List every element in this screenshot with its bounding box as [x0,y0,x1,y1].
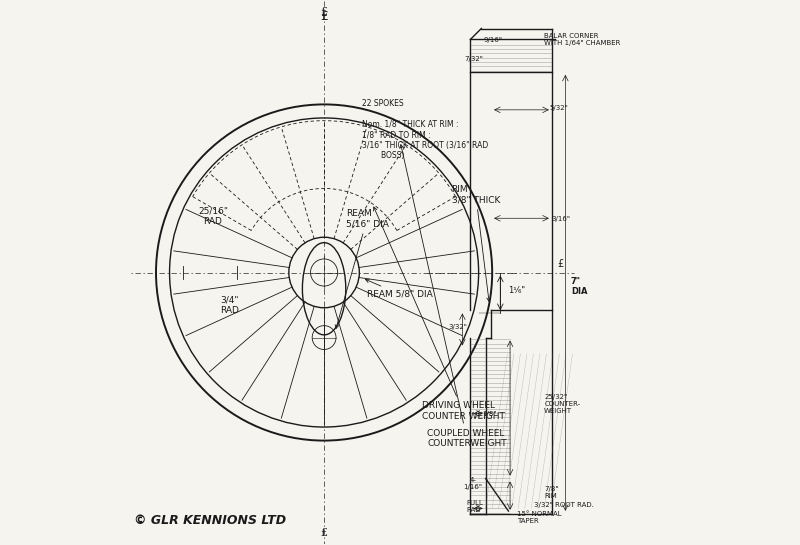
Text: 15° NORMAL
TAPER: 15° NORMAL TAPER [517,511,562,524]
Text: REAM
5/16" DIA: REAM 5/16" DIA [335,209,389,329]
Text: 3/32": 3/32" [449,324,467,330]
Text: 25/32"
COUNTER-
WEIGHT: 25/32" COUNTER- WEIGHT [544,395,580,415]
Text: 1/8": 1/8" [482,411,497,417]
Text: FULL
RAD: FULL RAD [466,500,483,513]
Text: 7"
DIA: 7" DIA [570,277,587,296]
Text: £: £ [321,528,327,538]
Text: 7/32": 7/32" [465,56,484,62]
Text: 5/32": 5/32" [549,105,568,111]
Text: 22 SPOKES

Nom. 1/8" THICK AT RIM :
1/8" RAD TO RIM :
3/16" THICK AT ROOT (3/16": 22 SPOKES Nom. 1/8" THICK AT RIM : 1/8" … [362,99,488,160]
Text: £: £ [558,259,563,269]
Text: © GLR KENNIONS LTD: © GLR KENNIONS LTD [134,514,286,528]
Text: 9/16": 9/16" [484,37,502,43]
Text: £: £ [320,9,328,22]
Text: 4-
1/16": 4- 1/16" [464,477,482,490]
Text: 3/32" ROOT RAD.: 3/32" ROOT RAD. [534,502,594,508]
Text: 25/16"
RAD: 25/16" RAD [198,207,228,226]
Text: REAM 5/8" DIA: REAM 5/8" DIA [366,279,434,299]
Text: 3/4"
RAD: 3/4" RAD [220,296,238,315]
Text: DRIVING WHEEL
COUNTER WEIGHT: DRIVING WHEEL COUNTER WEIGHT [374,207,505,421]
Text: BALAR CORNER
WITH 1/64" CHAMBER: BALAR CORNER WITH 1/64" CHAMBER [544,33,620,46]
Text: COUPLED WHEEL
COUNTERWEIGHT: COUPLED WHEEL COUNTERWEIGHT [400,144,506,448]
Text: 3/16": 3/16" [552,216,571,222]
Text: 1¹⁄₆": 1¹⁄₆" [509,286,526,295]
Text: 7/8"
RIM: 7/8" RIM [544,486,558,499]
Text: £: £ [321,7,327,17]
Text: RIM
3/8" THICK: RIM 3/8" THICK [451,185,500,301]
